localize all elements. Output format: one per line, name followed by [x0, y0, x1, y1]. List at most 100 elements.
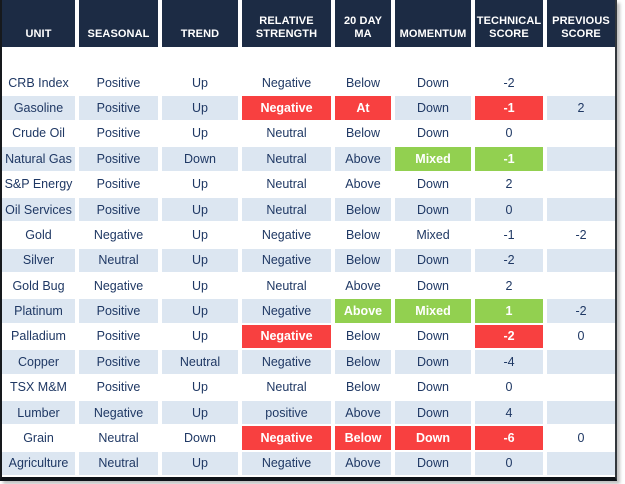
table-cell[interactable]: Neutral	[242, 274, 331, 300]
table-cell[interactable]: Positive	[79, 71, 158, 97]
row-label-cell[interactable]: Gold	[2, 223, 75, 249]
table-cell[interactable]	[547, 274, 615, 300]
table-cell[interactable]: Positive	[79, 147, 158, 173]
table-cell[interactable]: -2	[475, 71, 543, 97]
table-cell[interactable]: Above	[335, 400, 391, 427]
table-cell[interactable]: Below	[335, 324, 391, 351]
row-label-cell[interactable]: Agriculture	[2, 451, 75, 477]
table-cell[interactable]: 0	[547, 426, 615, 452]
table-cell[interactable]: Below	[335, 350, 391, 376]
table-cell[interactable]: Down	[395, 172, 471, 198]
table-cell[interactable]: Positive	[79, 197, 158, 224]
table-cell[interactable]: -2	[547, 299, 615, 325]
table-cell[interactable]: Neutral	[79, 451, 158, 477]
row-label-cell[interactable]: CRB Index	[2, 71, 75, 97]
table-cell[interactable]: -1	[475, 147, 543, 173]
column-header-momentum[interactable]: MOMENTUM	[395, 0, 471, 47]
table-cell[interactable]: Negative	[242, 350, 331, 376]
table-cell[interactable]: Below	[335, 426, 391, 452]
table-cell[interactable]: Below	[335, 248, 391, 274]
row-label-cell[interactable]: Palladium	[2, 324, 75, 351]
table-cell[interactable]: 2	[475, 172, 543, 198]
row-label-cell[interactable]: Platinum	[2, 299, 75, 325]
table-cell[interactable]: Above	[335, 172, 391, 198]
row-label-cell[interactable]: Copper	[2, 350, 75, 376]
table-cell[interactable]	[547, 375, 615, 401]
table-cell[interactable]: -4	[475, 350, 543, 376]
table-cell[interactable]: Positive	[79, 172, 158, 198]
table-cell[interactable]: Above	[335, 274, 391, 300]
table-cell[interactable]: Up	[162, 375, 238, 401]
table-cell[interactable]: Down	[395, 96, 471, 122]
table-cell[interactable]: 0	[475, 451, 543, 477]
table-cell[interactable]: Down	[395, 350, 471, 376]
table-cell[interactable]: Negative	[242, 451, 331, 477]
table-cell[interactable]: Neutral	[79, 426, 158, 452]
table-cell[interactable]: Up	[162, 172, 238, 198]
table-cell[interactable]	[547, 451, 615, 477]
table-cell[interactable]: Up	[162, 121, 238, 148]
table-cell[interactable]: Up	[162, 299, 238, 325]
table-cell[interactable]: -2	[475, 324, 543, 351]
table-cell[interactable]: Up	[162, 71, 238, 97]
table-cell[interactable]: Positive	[79, 350, 158, 376]
table-cell[interactable]: Below	[335, 197, 391, 224]
column-header-unit[interactable]: UNIT	[2, 0, 75, 47]
table-cell[interactable]: Mixed	[395, 299, 471, 325]
table-cell[interactable]: Negative	[242, 324, 331, 351]
column-header-20-day-ma[interactable]: 20 DAY MA	[335, 0, 391, 47]
row-label-cell[interactable]: Lumber	[2, 400, 75, 427]
row-label-cell[interactable]: Grain	[2, 426, 75, 452]
table-cell[interactable]: -1	[475, 223, 543, 249]
table-cell[interactable]	[547, 121, 615, 148]
table-cell[interactable]: 2	[547, 96, 615, 122]
table-cell[interactable]: positive	[242, 400, 331, 427]
table-cell[interactable]: 4	[475, 400, 543, 427]
table-cell[interactable]: Above	[335, 299, 391, 325]
table-cell[interactable]	[547, 71, 615, 97]
table-cell[interactable]: Above	[335, 147, 391, 173]
table-cell[interactable]: Negative	[242, 299, 331, 325]
table-cell[interactable]: Down	[162, 426, 238, 452]
row-label-cell[interactable]: Natural Gas	[2, 147, 75, 173]
table-cell[interactable]: Neutral	[242, 375, 331, 401]
table-cell[interactable]: Down	[395, 71, 471, 97]
table-cell[interactable]: Negative	[242, 248, 331, 274]
table-cell[interactable]: Down	[395, 426, 471, 452]
table-cell[interactable]: Below	[335, 375, 391, 401]
column-header-relative-strength[interactable]: RELATIVE STRENGTH	[242, 0, 331, 47]
table-cell[interactable]: Up	[162, 400, 238, 427]
row-label-cell[interactable]: S&P Energy	[2, 172, 75, 198]
row-label-cell[interactable]: Gasoline	[2, 96, 75, 122]
table-cell[interactable]: -1	[475, 96, 543, 122]
table-cell[interactable]: Positive	[79, 299, 158, 325]
table-cell[interactable]: 0	[547, 324, 615, 351]
table-cell[interactable]: Up	[162, 451, 238, 477]
table-cell[interactable]: Neutral	[162, 350, 238, 376]
table-cell[interactable]: 2	[475, 274, 543, 300]
table-cell[interactable]: Mixed	[395, 223, 471, 249]
table-cell[interactable]: Negative	[79, 400, 158, 427]
table-cell[interactable]	[547, 147, 615, 173]
table-cell[interactable]: Down	[395, 451, 471, 477]
table-cell[interactable]	[547, 350, 615, 376]
table-cell[interactable]: Down	[395, 400, 471, 427]
table-cell[interactable]	[547, 400, 615, 427]
table-cell[interactable]: 1	[475, 299, 543, 325]
column-header-trend[interactable]: TREND	[162, 0, 238, 47]
table-cell[interactable]: -2	[475, 248, 543, 274]
table-cell[interactable]: 0	[475, 375, 543, 401]
table-cell[interactable]: Negative	[79, 274, 158, 300]
row-label-cell[interactable]: Silver	[2, 248, 75, 274]
table-cell[interactable]: Down	[395, 324, 471, 351]
table-cell[interactable]: 0	[475, 197, 543, 224]
table-cell[interactable]: Above	[335, 451, 391, 477]
table-cell[interactable]: Below	[335, 71, 391, 97]
table-cell[interactable]: Neutral	[242, 121, 331, 148]
table-cell[interactable]: Down	[395, 248, 471, 274]
table-cell[interactable]: At	[335, 96, 391, 122]
table-cell[interactable]: Negative	[242, 71, 331, 97]
table-cell[interactable]	[547, 248, 615, 274]
table-cell[interactable]: Below	[335, 223, 391, 249]
table-cell[interactable]: Up	[162, 223, 238, 249]
